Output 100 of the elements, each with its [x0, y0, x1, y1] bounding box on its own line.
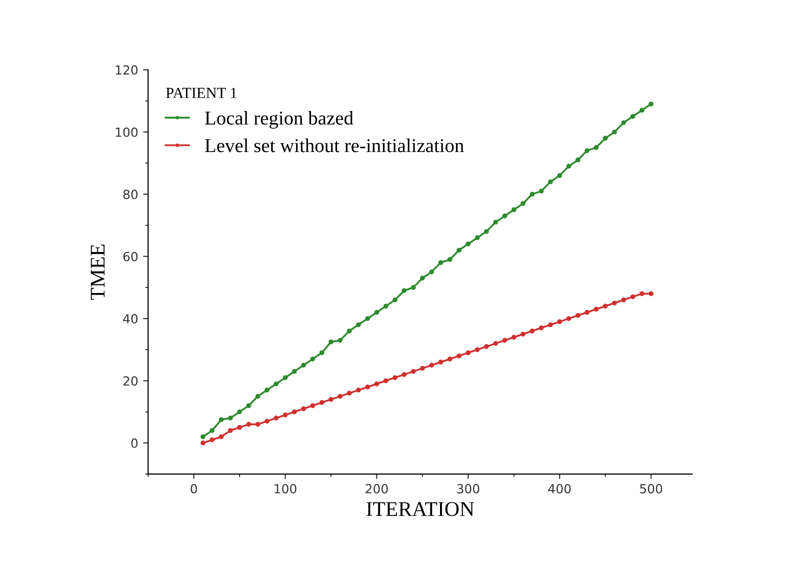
point: [621, 297, 626, 302]
point: [246, 403, 252, 408]
point: [484, 229, 489, 234]
point: [200, 434, 206, 440]
point: [374, 310, 380, 315]
point: [338, 338, 343, 343]
point: [319, 400, 324, 405]
point: [420, 276, 425, 281]
point: [310, 356, 316, 362]
point: [328, 339, 334, 344]
point: [392, 297, 398, 302]
point: [557, 173, 562, 178]
legend-title: PATIENT 1: [166, 88, 236, 98]
point: [338, 394, 343, 399]
point: [410, 285, 416, 290]
point: [456, 248, 462, 253]
y-tick-label: 120: [116, 65, 138, 75]
point: [538, 325, 544, 330]
point: [301, 362, 306, 368]
point: [274, 381, 279, 386]
point: [466, 350, 471, 356]
legend-label: Local region bazed: [205, 111, 354, 129]
point: [374, 381, 380, 386]
point: [346, 328, 352, 334]
x-tick-label: 300: [457, 484, 480, 494]
x-tick-label: 100: [274, 484, 296, 494]
point: [392, 375, 398, 380]
point: [511, 334, 516, 340]
y-tick-label: 100: [116, 127, 138, 137]
point: [402, 288, 407, 294]
point: [274, 416, 279, 421]
point: [548, 322, 553, 328]
point: [429, 362, 434, 368]
point: [557, 319, 562, 324]
point: [264, 418, 270, 424]
point: [474, 347, 480, 352]
x-axis-title: ITERATION: [366, 502, 474, 516]
point: [447, 257, 452, 262]
legend-label: Level set without re-initialization: [205, 138, 464, 152]
point: [511, 207, 516, 212]
point: [566, 316, 572, 321]
point: [466, 242, 471, 246]
point: [228, 428, 233, 433]
point: [612, 130, 617, 134]
point: [365, 384, 370, 390]
point: [218, 434, 224, 440]
point: [594, 145, 599, 150]
point: [493, 341, 498, 346]
point: [310, 403, 316, 408]
x-tick-label: 200: [366, 484, 388, 494]
point: [502, 338, 508, 343]
y-axis-title: TMEE: [90, 244, 105, 300]
point: [429, 270, 434, 274]
point: [282, 375, 288, 380]
point: [530, 328, 535, 334]
point: [255, 422, 260, 427]
point: [228, 416, 233, 421]
point: [410, 369, 416, 374]
x-tick-label: 0: [190, 484, 197, 494]
point: [218, 417, 224, 422]
y-tick-label: 60: [123, 252, 138, 262]
point: [602, 136, 608, 141]
point: [584, 310, 590, 315]
point: [530, 192, 535, 197]
point: [502, 214, 508, 218]
point: [246, 422, 252, 427]
point: [383, 304, 388, 309]
y-tick-label: 20: [123, 376, 138, 386]
point: [594, 306, 599, 312]
point: [639, 108, 644, 113]
point: [292, 409, 297, 414]
point: [575, 313, 580, 318]
point: [210, 428, 215, 433]
point: [356, 388, 361, 393]
point: [474, 235, 480, 240]
point: [402, 372, 407, 377]
point: [584, 148, 590, 154]
point: [438, 360, 444, 365]
point: [365, 316, 370, 321]
point: [538, 188, 544, 194]
point: [328, 396, 334, 402]
point: [648, 291, 654, 296]
point: [648, 102, 654, 106]
point: [383, 378, 388, 384]
point: [575, 158, 580, 162]
point: [210, 437, 215, 442]
point: [319, 350, 324, 356]
point: [346, 390, 352, 396]
y-tick-label: 0: [131, 438, 138, 448]
point: [621, 120, 626, 126]
point: [493, 220, 498, 225]
point: [264, 388, 270, 393]
point: [420, 366, 425, 371]
point: [484, 344, 489, 349]
point: [630, 114, 636, 119]
point: [292, 369, 297, 374]
point: [237, 409, 242, 414]
point: [520, 332, 526, 337]
point: [447, 356, 452, 362]
point: [612, 300, 617, 306]
